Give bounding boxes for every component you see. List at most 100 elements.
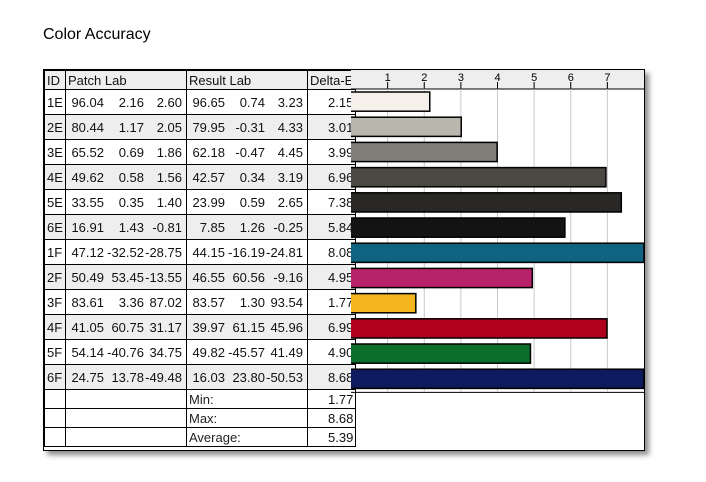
result-lab-value: 39.97 <box>192 319 225 335</box>
patch-lab-value: -49.48 <box>145 369 182 385</box>
result-lab-value: 49.82 <box>192 344 225 360</box>
patch-lab-value: 65.52 <box>71 144 104 160</box>
row-id: 6E <box>44 214 66 240</box>
row-id: 4E <box>44 164 66 190</box>
x-tick-label: 2 <box>421 72 427 84</box>
bar-6E <box>351 217 566 238</box>
patch-lab-cell: 50.49 53.45-13.55 <box>65 264 187 290</box>
empty-cell <box>65 389 187 409</box>
patch-lab-value: 31.17 <box>149 319 182 335</box>
bar-2F <box>351 267 534 289</box>
x-tick-label: 5 <box>531 72 537 84</box>
result-lab-cell: 44.15 -16.19-24.81 <box>186 239 308 265</box>
result-lab-value: 16.03 <box>192 369 225 385</box>
delta-e-cell: 6.99 <box>306 314 357 340</box>
bar-5F <box>351 343 532 364</box>
summary-label: Max: <box>186 408 308 428</box>
delta-e-cell: 4.95 <box>306 264 357 290</box>
row-id: 2F <box>44 264 66 290</box>
delta-e-cell: 7.38 <box>306 189 357 215</box>
x-tick-label: 7 <box>604 72 610 84</box>
patch-lab-cell: 83.61 3.36 87.02 <box>65 289 187 315</box>
patch-lab-cell: 80.44 1.17 2.05 <box>65 114 187 140</box>
table-row: 4E 49.62 0.58 1.56 42.57 0.34 3.19 6.96 <box>44 164 357 190</box>
empty-cell <box>65 427 187 447</box>
result-lab-cell: 23.99 0.59 2.65 <box>186 189 308 215</box>
summary-label: Average: <box>186 427 308 447</box>
result-lab-value: 44.15 <box>192 244 225 260</box>
result-lab-value: 60.56 <box>232 269 265 285</box>
patch-lab-cell: 41.05 60.75 31.17 <box>65 314 187 340</box>
patch-lab-value: 2.16 <box>118 94 144 110</box>
patch-lab-value: 1.40 <box>156 194 182 210</box>
row-id: 5F <box>44 339 66 365</box>
result-lab-cell: 96.65 0.74 3.23 <box>186 89 308 115</box>
result-lab-value: 4.33 <box>277 119 303 135</box>
patch-lab-value: 96.04 <box>71 94 104 110</box>
summary-value: 1.77 <box>306 389 357 409</box>
patch-lab-value: 49.62 <box>71 169 104 185</box>
result-lab-value: -16.19 <box>228 244 265 260</box>
result-lab-value: 4.45 <box>277 144 303 160</box>
patch-lab-value: 3.36 <box>118 294 144 310</box>
patch-lab-value: -0.81 <box>152 219 182 235</box>
header-id: ID <box>44 70 66 90</box>
result-lab-cell: 79.95 -0.31 4.33 <box>186 114 308 140</box>
empty-cell <box>44 389 66 409</box>
patch-lab-value: 50.49 <box>71 269 104 285</box>
x-tick-label: 4 <box>494 72 500 84</box>
bar-3F <box>351 292 417 314</box>
patch-lab-value: 1.56 <box>156 169 182 185</box>
header-row: ID Patch Lab Result Lab Delta-E <box>44 70 357 90</box>
patch-lab-value: 13.78 <box>111 369 144 385</box>
color-accuracy-table: ID Patch Lab Result Lab Delta-E 1E 96.04 2… <box>43 69 645 451</box>
result-lab-cell: 7.85 1.26 -0.25 <box>186 214 308 240</box>
patch-lab-cell: 96.04 2.16 2.60 <box>65 89 187 115</box>
result-lab-value: 7.85 <box>199 219 225 235</box>
result-lab-value: 45.96 <box>270 319 303 335</box>
result-lab-value: -0.25 <box>273 219 303 235</box>
patch-lab-value: 0.35 <box>118 194 144 210</box>
bar-4E <box>351 166 607 188</box>
row-id: 1E <box>44 89 66 115</box>
header-delta-e: Delta-E <box>306 70 357 90</box>
table-row: 3E 65.52 0.69 1.86 62.18 -0.47 4.45 3.99 <box>44 139 357 165</box>
result-lab-cell: 83.57 1.30 93.54 <box>186 289 308 315</box>
row-id: 1F <box>44 239 66 265</box>
delta-e-cell: 3.01 <box>306 114 357 140</box>
delta-e-cell: 1.77 <box>306 289 357 315</box>
bar-6F <box>351 368 644 390</box>
patch-lab-value: 2.60 <box>156 94 182 110</box>
result-lab-value: 3.23 <box>277 94 303 110</box>
result-lab-value: 1.30 <box>239 294 265 310</box>
result-lab-value: -0.31 <box>235 119 265 135</box>
patch-lab-value: -40.76 <box>107 344 144 360</box>
table-row: 3F 83.61 3.36 87.02 83.57 1.30 93.54 1.77 <box>44 289 357 315</box>
patch-lab-cell: 65.52 0.69 1.86 <box>65 139 187 165</box>
table-row: 2E 80.44 1.17 2.05 79.95 -0.31 4.33 3.01 <box>44 114 357 140</box>
summary-value: 5.39 <box>306 427 357 447</box>
patch-lab-cell: 54.14 -40.76 34.75 <box>65 339 187 365</box>
patch-lab-value: -28.75 <box>145 244 182 260</box>
result-lab-value: 93.54 <box>270 294 303 310</box>
row-id: 3E <box>44 139 66 165</box>
result-lab-value: 42.57 <box>192 169 225 185</box>
data-table: ID Patch Lab Result Lab Delta-E 1E 96.04 2… <box>44 70 357 447</box>
patch-lab-value: -32.52 <box>107 244 144 260</box>
result-lab-value: 79.95 <box>192 119 225 135</box>
patch-lab-value: 33.55 <box>71 194 104 210</box>
delta-e-cell: 2.15 <box>306 89 357 115</box>
header-patch-lab: Patch Lab <box>65 70 187 90</box>
patch-lab-cell: 33.55 0.35 1.40 <box>65 189 187 215</box>
result-lab-cell: 42.57 0.34 3.19 <box>186 164 308 190</box>
summary-label: Min: <box>186 389 308 409</box>
delta-e-cell: 5.84 <box>306 214 357 240</box>
x-tick-label: 6 <box>568 72 574 84</box>
empty-cell <box>44 408 66 428</box>
x-tick-label: 1 <box>385 72 391 84</box>
delta-e-bar-chart: 1 2 3 4 5 6 7 <box>351 70 644 393</box>
patch-lab-cell: 49.62 0.58 1.56 <box>65 164 187 190</box>
patch-lab-value: 0.58 <box>118 169 144 185</box>
delta-e-cell: 4.90 <box>306 339 357 365</box>
result-lab-cell: 46.55 60.56 -9.16 <box>186 264 308 290</box>
